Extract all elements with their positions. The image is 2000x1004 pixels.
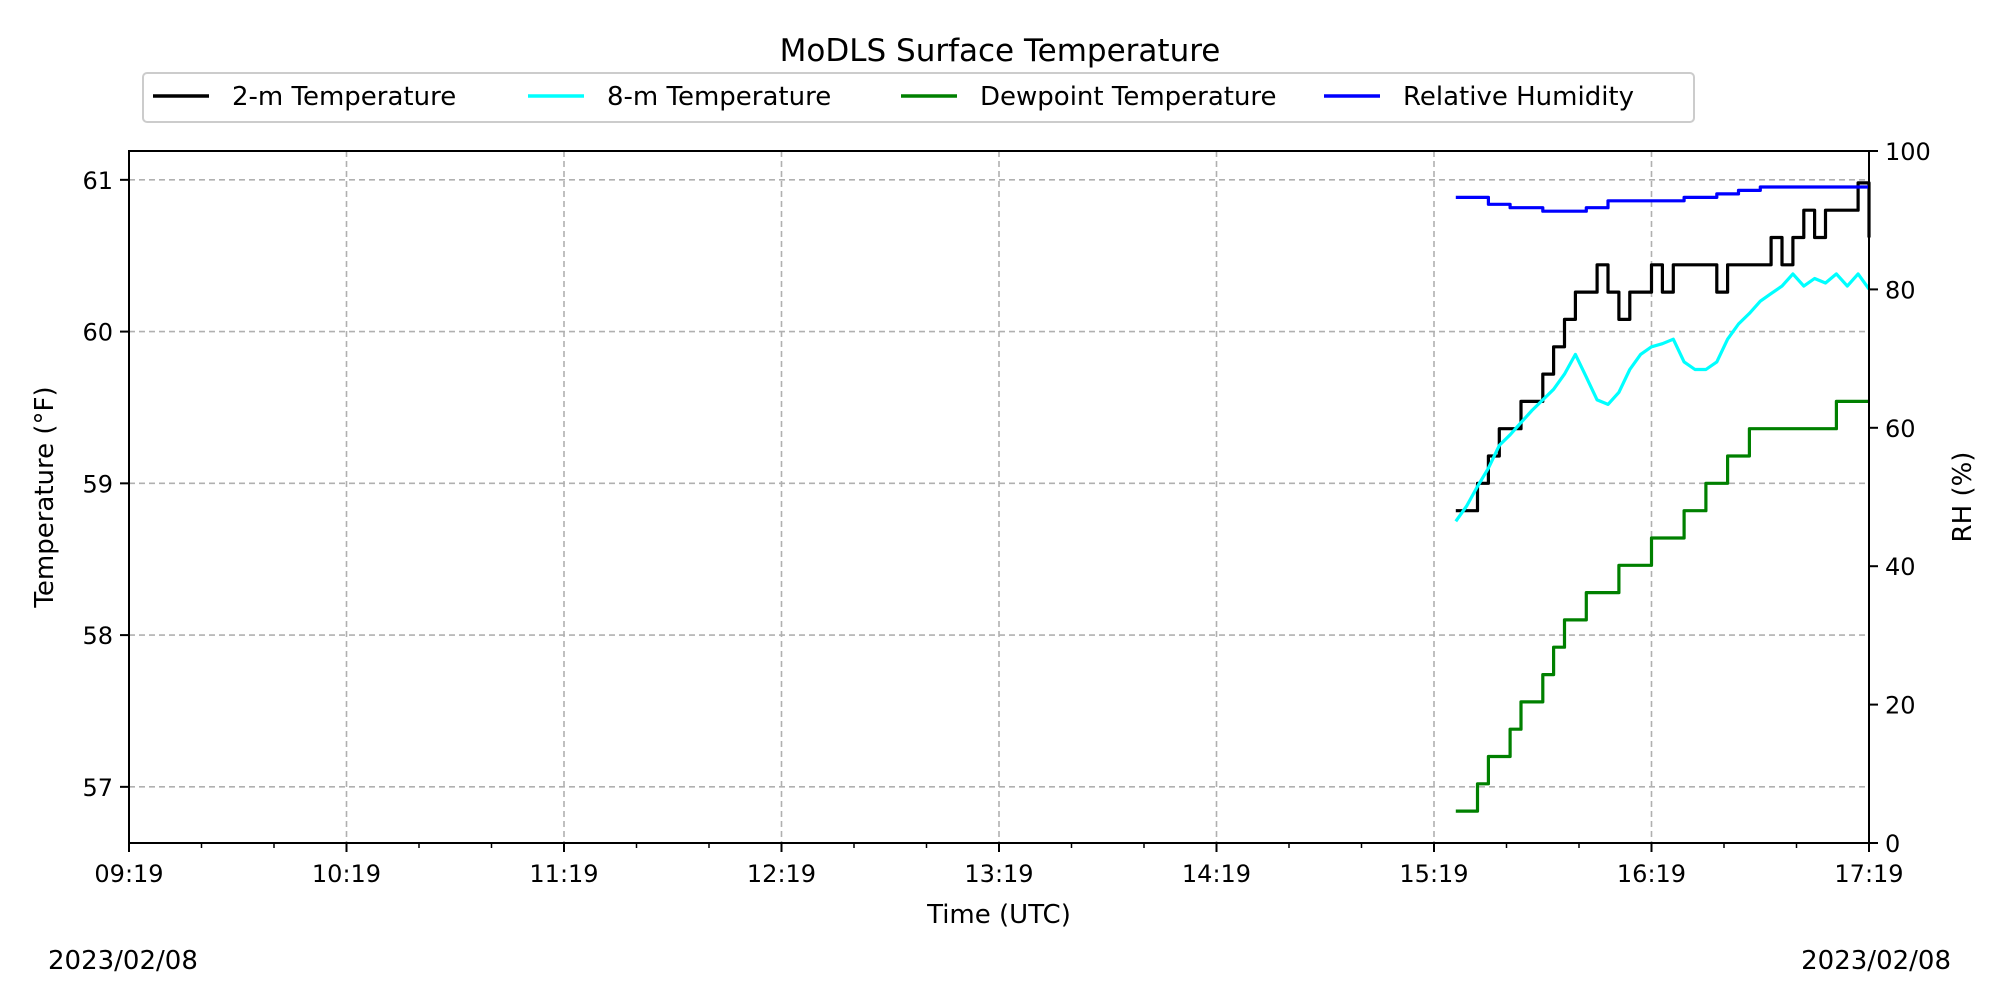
date-right: 2023/02/08	[1801, 946, 1951, 976]
x-tick-label: 14:19	[1182, 860, 1251, 888]
y-tick-label-right: 40	[1885, 553, 1916, 581]
y-tick-label-right: 80	[1885, 276, 1916, 304]
series-line-relative-humidity	[1455, 185, 1869, 213]
series-line-2-m-temperature	[1455, 181, 1871, 513]
x-axis-label: Time (UTC)	[926, 900, 1071, 930]
x-axis: 09:19 10:19 11:19 12:19 13:19 14:19 15:19 16:19…	[94, 843, 1904, 888]
x-tick-label: 17:19	[1834, 860, 1903, 888]
y-tick-label-right: 20	[1885, 692, 1916, 720]
x-tick-label: 16:19	[1617, 860, 1686, 888]
x-tick-label: 12:19	[747, 860, 816, 888]
y-axis-right: 0 20 40 60 80 100	[1869, 138, 1931, 858]
y-tick-label-right: 60	[1885, 415, 1916, 443]
plot-area: 09:19 10:19 11:19 12:19 13:19 14:19 15:19 16:19…	[82, 138, 1930, 888]
y-tick-label-left: 60	[82, 319, 113, 347]
legend-label-dewpoint-temperature: Dewpoint Temperature	[980, 82, 1277, 112]
series-lines	[1454, 181, 1871, 813]
y-tick-label-right: 100	[1885, 138, 1931, 166]
y-tick-label-right: 0	[1885, 830, 1900, 858]
series-line-8-m-temperature	[1454, 272, 1871, 523]
x-tick-label: 15:19	[1399, 860, 1468, 888]
y-axis-label-right: RH (%)	[1948, 452, 1978, 543]
legend: 2-m Temperature 8-m Temperature Dewpoint T…	[142, 72, 1695, 123]
y-tick-label-left: 57	[82, 774, 113, 802]
x-tick-label: 11:19	[529, 860, 598, 888]
legend-label-relative-humidity: Relative Humidity	[1403, 82, 1634, 112]
x-tick-label: 09:19	[94, 860, 163, 888]
y-tick-label-left: 61	[82, 167, 113, 195]
legend-label-8-m-temperature: 8-m Temperature	[607, 82, 831, 112]
date-left: 2023/02/08	[48, 946, 198, 976]
y-axis-label-left: Temperature (°F)	[30, 386, 60, 608]
y-axis-left: 57 58 59 60 61	[82, 167, 129, 802]
y-tick-label-left: 59	[82, 470, 113, 498]
x-tick-label: 10:19	[312, 860, 381, 888]
x-tick-label: 13:19	[964, 860, 1033, 888]
legend-label-2-m-temperature: 2-m Temperature	[232, 82, 456, 112]
y-tick-label-left: 58	[82, 622, 113, 650]
series-line-dewpoint-temperature	[1455, 399, 1869, 813]
legend-entries: 2-m Temperature 8-m Temperature Dewpoint T…	[153, 82, 1634, 112]
chart-title: MoDLS Surface Temperature	[780, 33, 1221, 69]
